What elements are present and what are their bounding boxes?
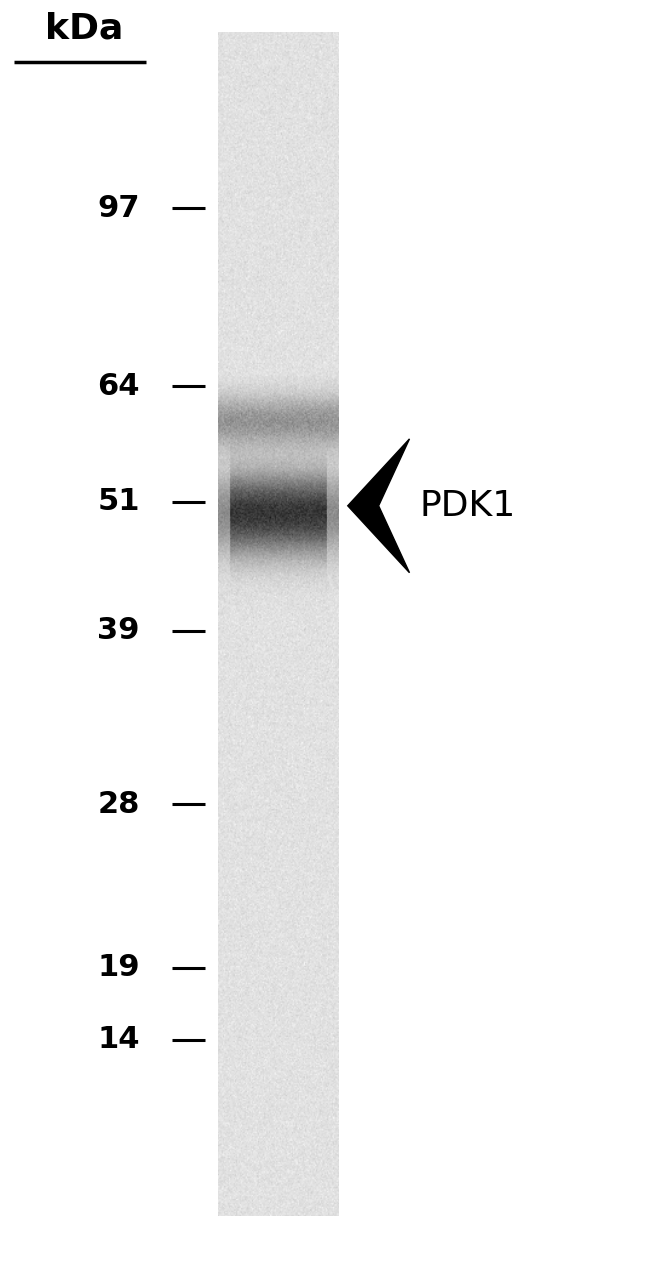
Text: kDa: kDa	[46, 12, 124, 45]
Polygon shape	[348, 439, 410, 573]
Text: 51: 51	[98, 488, 140, 516]
Text: 14: 14	[98, 1026, 140, 1054]
Text: 39: 39	[98, 616, 140, 645]
Text: 28: 28	[98, 790, 140, 819]
Text: 64: 64	[98, 372, 140, 400]
Text: 19: 19	[97, 954, 140, 982]
Text: 97: 97	[98, 194, 140, 223]
Text: PDK1: PDK1	[419, 489, 515, 523]
